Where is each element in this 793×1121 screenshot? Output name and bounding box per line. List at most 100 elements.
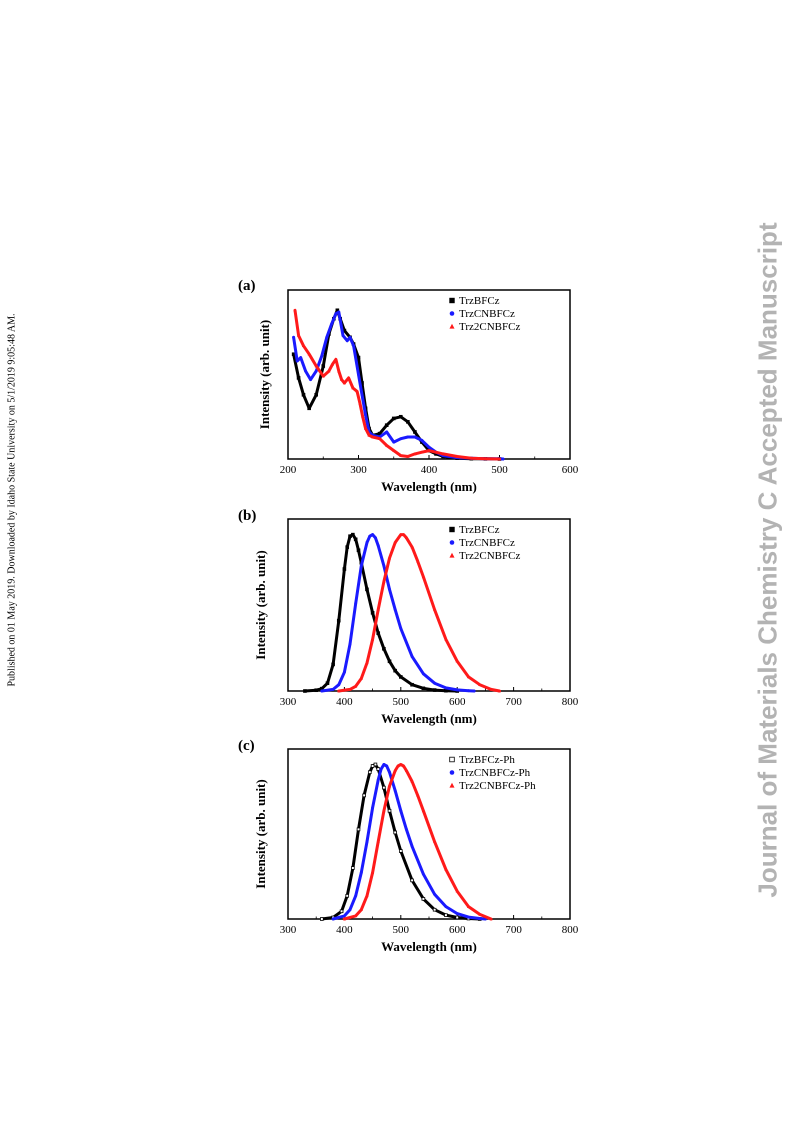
data-point-b-0-23 — [444, 688, 448, 693]
x-tick-label-a-1: 300 — [350, 464, 367, 476]
chart-panel-a: (a) Wavelength (nm) Intensity (arb. unit… — [230, 270, 590, 495]
data-point-c-2-14 — [416, 793, 420, 797]
data-point-c-2-18 — [455, 889, 459, 893]
x-tick-label-b-1: 400 — [336, 696, 353, 708]
data-point-a-1-9 — [334, 312, 338, 316]
panel-label-c: (c) — [238, 738, 255, 754]
plot-frame-b — [287, 518, 571, 692]
series-c-1 — [331, 763, 487, 921]
data-point-b-2-14 — [416, 559, 420, 563]
data-point-a-2-20 — [378, 437, 382, 440]
chart-a-svg: (a) Wavelength (nm) Intensity (arb. unit… — [238, 278, 579, 494]
data-point-c-2-8 — [393, 768, 397, 772]
data-point-b-2-4 — [365, 661, 369, 665]
data-point-a-2-9 — [337, 369, 341, 373]
data-point-b-1-7 — [365, 541, 369, 544]
data-point-a-2-29 — [455, 454, 459, 458]
data-point-c-1-12 — [393, 789, 397, 793]
legend-marker-a-0 — [449, 297, 455, 304]
data-point-a-2-23 — [399, 453, 403, 457]
series-a-2 — [293, 308, 502, 461]
x-tick-label-c-0: 300 — [280, 924, 297, 936]
data-point-a-2-21 — [385, 443, 389, 447]
data-point-a-1-1 — [295, 359, 299, 363]
data-point-b-2-13 — [410, 545, 414, 549]
series-b-2 — [337, 532, 502, 693]
data-point-b-0-13 — [365, 587, 369, 592]
x-tick-label-c-4: 700 — [505, 924, 522, 936]
data-point-c-0-15 — [410, 878, 414, 883]
legend-label-b-0: TrzBFCz — [459, 524, 500, 536]
data-point-b-1-19 — [444, 686, 448, 690]
data-point-a-1-6 — [320, 354, 324, 358]
data-point-c-1-5 — [365, 840, 369, 844]
data-point-c-2-19 — [466, 904, 471, 908]
data-point-a-1-12 — [345, 339, 349, 343]
x-tick-label-c-1: 400 — [336, 924, 353, 936]
series-b-1 — [320, 533, 476, 693]
data-point-b-2-7 — [382, 579, 386, 583]
data-point-a-1-27 — [427, 445, 431, 449]
data-point-b-0-4 — [331, 662, 335, 667]
data-point-a-2-2 — [301, 344, 306, 348]
data-point-a-2-25 — [413, 452, 417, 456]
data-point-c-0-18 — [444, 913, 448, 917]
data-point-b-2-19 — [466, 675, 471, 679]
data-point-b-1-6 — [359, 564, 363, 568]
side-download-notice: Published on 01 May 2019. Downloaded by … — [6, 313, 18, 687]
data-point-b-0-21 — [421, 686, 426, 691]
data-point-b-0-9 — [351, 532, 355, 537]
data-point-a-2-11 — [342, 381, 346, 385]
data-point-c-0-10 — [376, 767, 381, 771]
data-point-b-0-19 — [398, 675, 403, 679]
data-point-a-0-5 — [321, 364, 326, 368]
data-point-b-0-10 — [353, 537, 358, 542]
data-point-a-2-7 — [330, 362, 334, 366]
data-point-b-1-12 — [382, 564, 386, 568]
data-point-c-0-9 — [373, 762, 378, 767]
data-point-b-0-17 — [387, 659, 392, 664]
data-point-a-2-3 — [307, 352, 311, 356]
data-point-c-2-21 — [489, 917, 493, 921]
data-point-a-1-24 — [406, 435, 410, 439]
data-point-b-0-20 — [410, 682, 414, 687]
data-point-a-1-14 — [352, 344, 355, 348]
data-point-b-1-22 — [472, 689, 476, 693]
data-point-c-1-2 — [348, 908, 352, 912]
x-axis-title-a: Wavelength (nm) — [381, 479, 477, 494]
data-point-c-1-0 — [331, 917, 335, 921]
data-point-c-0-12 — [387, 809, 392, 813]
data-point-c-2-2 — [359, 908, 363, 911]
data-point-c-0-3 — [345, 894, 350, 898]
data-point-c-1-9 — [382, 763, 386, 766]
data-point-b-2-17 — [444, 637, 448, 641]
data-point-c-0-6 — [362, 793, 366, 798]
data-point-a-2-18 — [367, 433, 371, 437]
data-point-b-2-1 — [348, 687, 352, 691]
data-point-a-2-5 — [321, 374, 325, 378]
side-journal-watermark: Journal of Materials Chemistry C Accepte… — [752, 222, 783, 898]
data-point-a-0-13 — [356, 355, 361, 360]
data-point-b-1-16 — [410, 655, 414, 658]
data-point-b-0-6 — [342, 567, 347, 571]
legend-label-a-2: Trz2CNBFCz — [459, 321, 520, 333]
data-point-b-0-22 — [432, 688, 437, 692]
data-point-b-2-21 — [489, 687, 493, 691]
x-tick-label-c-2: 500 — [393, 924, 410, 936]
data-point-b-1-8 — [368, 534, 372, 538]
x-tick-label-b-4: 700 — [505, 696, 522, 708]
data-point-b-1-13 — [388, 587, 391, 591]
data-point-c-1-18 — [444, 905, 448, 909]
data-point-c-2-10 — [399, 762, 403, 766]
data-point-c-2-4 — [371, 870, 375, 874]
data-point-a-0-21 — [398, 414, 403, 419]
data-point-c-0-4 — [351, 866, 355, 870]
data-point-b-2-20 — [478, 683, 482, 687]
data-point-b-2-8 — [387, 556, 392, 560]
data-point-b-0-11 — [356, 548, 361, 553]
data-point-a-2-22 — [392, 448, 396, 452]
data-point-b-1-21 — [467, 689, 470, 693]
legend-label-a-0: TrzBFCz — [459, 295, 500, 307]
data-point-c-2-6 — [382, 809, 386, 813]
data-point-c-1-20 — [467, 915, 470, 919]
